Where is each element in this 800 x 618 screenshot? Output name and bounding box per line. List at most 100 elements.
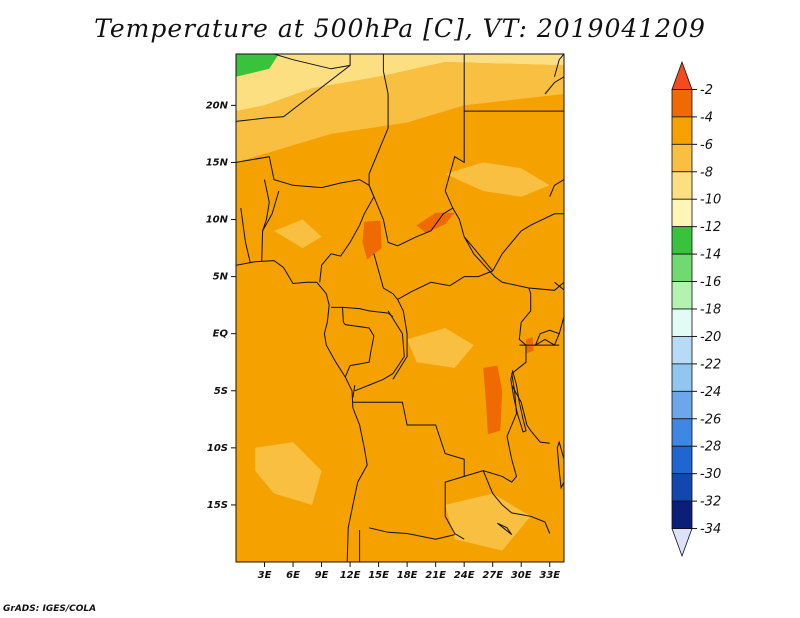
lon-tick-label: 30E bbox=[511, 570, 532, 581]
colorbar-swatch bbox=[671, 445, 693, 475]
colorbar-label: -28 bbox=[700, 440, 721, 455]
colorbar-label: -30 bbox=[700, 467, 721, 482]
grads-credit: GrADS: IGES/COLA bbox=[3, 604, 97, 614]
field-region-hot-spot-car bbox=[416, 212, 455, 234]
colorbar-label: -4 bbox=[700, 110, 713, 125]
border-line bbox=[463, 54, 564, 112]
lake-outline bbox=[534, 329, 560, 347]
border-line bbox=[342, 307, 375, 378]
colorbar-label: -32 bbox=[700, 495, 721, 510]
border-line bbox=[392, 299, 408, 380]
border-line bbox=[463, 236, 529, 289]
lon-tick-label: 24E bbox=[454, 570, 475, 581]
lon-tick-label: 18E bbox=[397, 570, 418, 581]
border-line bbox=[444, 111, 465, 209]
colorbar: -2 -4 -6 -8 -10 -12 -14 -16 -18 -20 -22 -24 -26 -28 -3… bbox=[671, 60, 721, 558]
lake-outline bbox=[510, 369, 527, 433]
field-region-hot-spot-drc bbox=[483, 365, 503, 435]
field-region-hot-spot-chad bbox=[362, 220, 382, 260]
field-region-south-west-patch bbox=[255, 442, 322, 505]
lat-tick-label: 10S bbox=[207, 443, 228, 454]
border-line bbox=[544, 76, 564, 95]
lat-tick-label: 5N bbox=[213, 272, 229, 283]
colorbar-swatch bbox=[671, 500, 693, 529]
plot-area bbox=[236, 54, 564, 562]
colorbar-swatch bbox=[671, 171, 693, 200]
lon-tick-label: 33E bbox=[539, 570, 560, 581]
border-line bbox=[554, 54, 564, 77]
colorbar-label: -14 bbox=[700, 248, 721, 263]
lake-outline bbox=[556, 440, 564, 490]
map-title: Temperature at 500hPa [C], VT: 201904120… bbox=[94, 14, 706, 43]
lat-tick-label: 15N bbox=[206, 157, 229, 168]
border-line bbox=[319, 185, 375, 283]
colorbar-label: -12 bbox=[700, 220, 721, 235]
country-borders bbox=[236, 54, 564, 562]
plot-frame bbox=[235, 53, 565, 563]
border-line bbox=[273, 54, 351, 70]
border-line bbox=[236, 54, 351, 122]
lat-tick-label: 20N bbox=[206, 100, 229, 111]
field-region-west-coast-patch bbox=[274, 219, 322, 249]
border-line bbox=[240, 208, 251, 264]
lat-tick-label: 5S bbox=[214, 386, 228, 397]
border-line bbox=[352, 401, 465, 540]
lon-tick-label: 12E bbox=[340, 570, 361, 581]
lat-tick-label: 15S bbox=[207, 500, 228, 511]
lon-tick-label: 9E bbox=[315, 570, 329, 581]
colorbar-swatch bbox=[671, 89, 693, 118]
colorbar-swatch bbox=[671, 60, 693, 90]
border-line bbox=[331, 306, 394, 318]
colorbar-label: -20 bbox=[700, 330, 721, 345]
field-region-upper-orange-patch bbox=[445, 162, 550, 197]
lat-tick-label: EQ bbox=[213, 329, 229, 340]
border-line bbox=[262, 190, 280, 232]
border-line bbox=[492, 213, 564, 272]
lake-outline bbox=[497, 522, 513, 535]
field-region-south-patch bbox=[445, 493, 531, 551]
colorbar-label: -10 bbox=[700, 193, 721, 208]
colorbar-label: -22 bbox=[700, 357, 721, 372]
colorbar-label: -6 bbox=[700, 138, 713, 153]
field-region-north-band-8 bbox=[236, 62, 564, 163]
lon-tick-label: 27E bbox=[482, 570, 503, 581]
lat-tick-label: 10N bbox=[206, 215, 229, 226]
colorbar-label: -24 bbox=[700, 385, 721, 400]
colorbar-label: -26 bbox=[700, 412, 721, 427]
border-line bbox=[352, 385, 356, 398]
border-line bbox=[373, 253, 493, 301]
colorbar-label: -34 bbox=[700, 522, 721, 537]
colorbar-swatch bbox=[671, 336, 693, 365]
field-region-polar-green bbox=[236, 54, 279, 77]
colorbar-swatch bbox=[671, 308, 693, 337]
border-line bbox=[511, 384, 550, 444]
longitude-axis: 3E 6E 9E 12E 15E 18E 21E 24E 27E 30E 33E bbox=[258, 562, 560, 581]
border-line bbox=[528, 281, 564, 291]
border-line bbox=[549, 179, 564, 197]
colorbar-swatch bbox=[671, 253, 693, 282]
lon-tick-label: 21E bbox=[425, 570, 446, 581]
colorbar-label: -8 bbox=[700, 165, 713, 180]
colorbar-label: -2 bbox=[700, 83, 713, 98]
border-line bbox=[368, 527, 455, 540]
border-line bbox=[554, 281, 564, 334]
border-line bbox=[236, 260, 368, 562]
colorbar-swatch bbox=[671, 390, 693, 420]
border-line bbox=[236, 156, 370, 189]
colorbar-label: -16 bbox=[700, 275, 721, 290]
border-line bbox=[261, 179, 270, 262]
colorbar-label: -18 bbox=[700, 303, 721, 318]
colorbar-swatch bbox=[671, 198, 693, 228]
field-region-central-light-patch bbox=[407, 328, 474, 368]
colorbar-swatch bbox=[671, 528, 693, 558]
colorbar-swatch bbox=[671, 116, 693, 145]
border-line bbox=[482, 470, 551, 534]
border-line bbox=[354, 310, 405, 392]
lon-tick-label: 3E bbox=[258, 570, 272, 581]
colorbar-swatch bbox=[671, 418, 693, 447]
latitude-axis: 20N 15N 10N 5N EQ 5S 10S 15S bbox=[206, 100, 236, 511]
colorbar-swatch bbox=[671, 473, 693, 502]
field-region-north-light-yellow bbox=[236, 54, 564, 112]
border-line bbox=[368, 54, 389, 186]
